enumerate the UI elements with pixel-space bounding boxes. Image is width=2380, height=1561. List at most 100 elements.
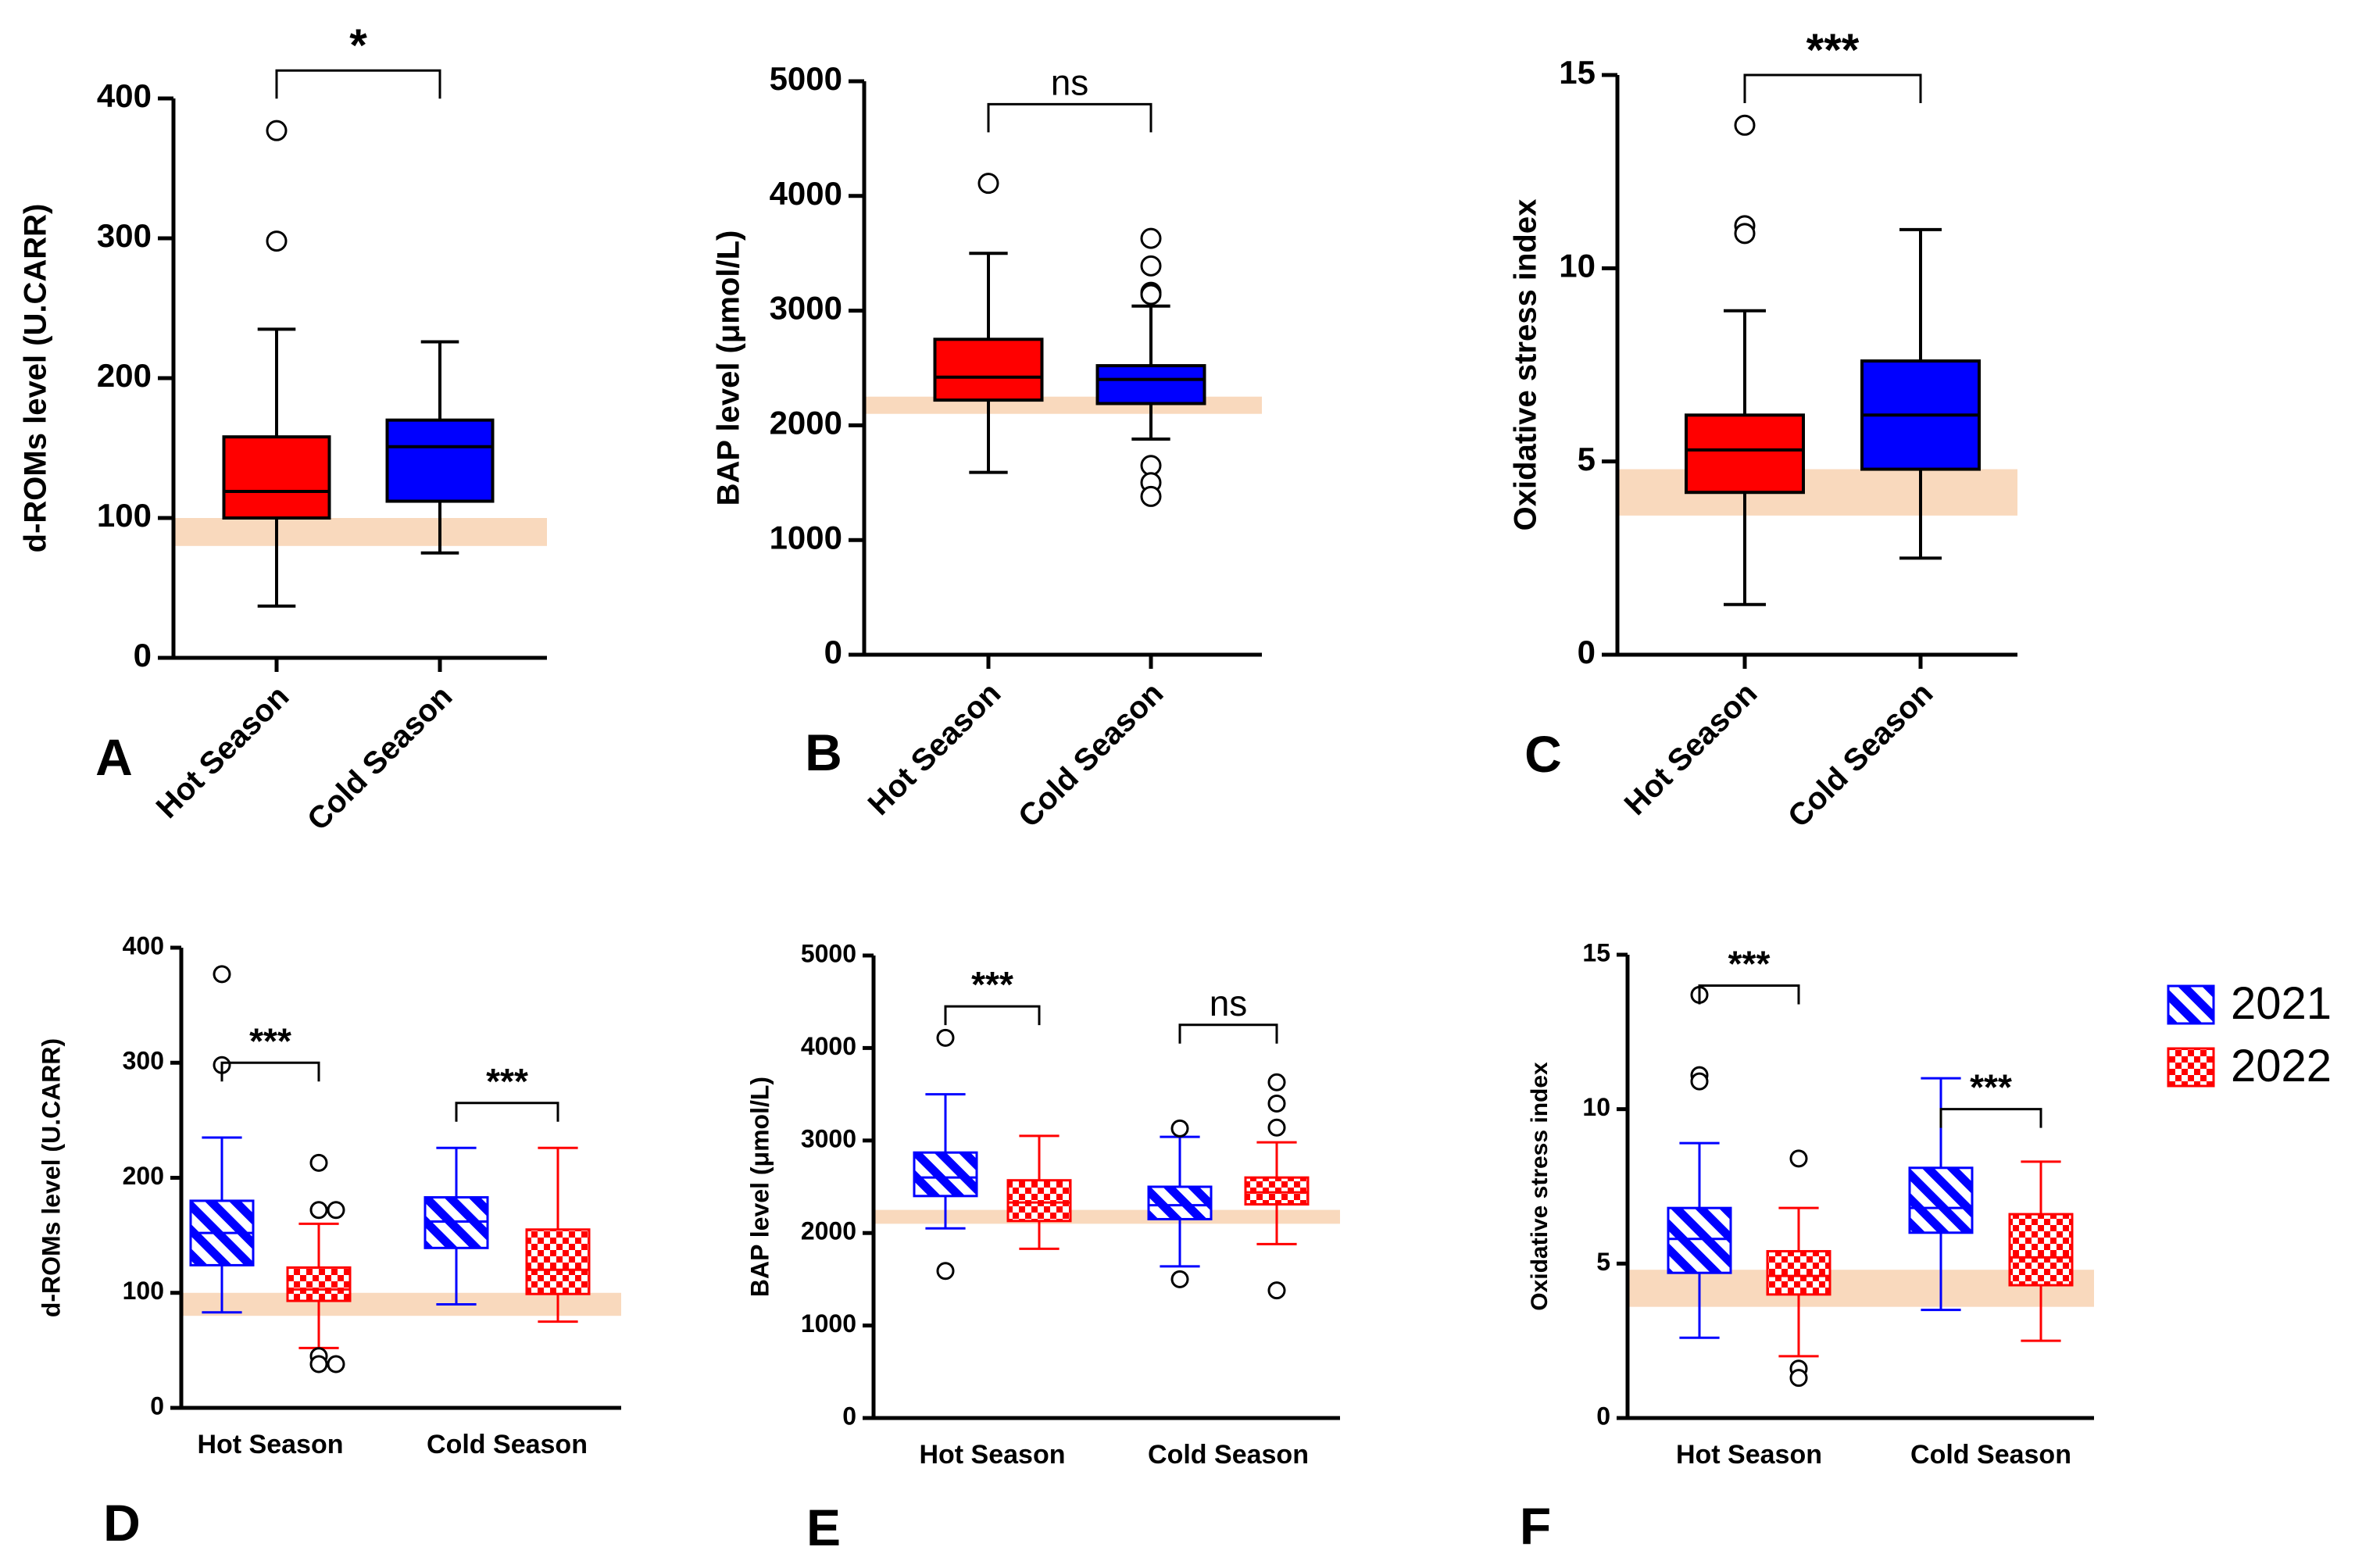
y-tick-label: 0 — [1596, 1402, 1610, 1430]
x-category-label: Cold Season — [427, 1430, 588, 1459]
y-tick-label: 0 — [842, 1402, 856, 1430]
box-2021-hot-season — [913, 1028, 978, 1281]
y-tick-label: 2000 — [770, 404, 842, 441]
panel-letter: F — [1520, 1497, 1551, 1555]
box-iqr — [1685, 413, 1805, 495]
box-iqr — [525, 1228, 591, 1295]
y-tick-label: 400 — [97, 77, 152, 114]
box-2022-cold-season — [525, 1146, 591, 1323]
significance-bracket — [455, 1102, 559, 1122]
box-hot-season — [222, 120, 331, 608]
panel-F: 0 5 10 15 Oxidative stress index Hot Season Co… — [1520, 938, 2094, 1555]
outlier-point — [327, 1355, 345, 1373]
reference-band — [1619, 469, 2017, 516]
panel-D: 0 100 200 300 400 d-ROMs level (U.CARR) Hot Se… — [37, 931, 621, 1552]
outlier-point — [1140, 227, 1162, 249]
significance-label: *** — [249, 1020, 291, 1061]
panel-letter: B — [805, 723, 842, 781]
outlier-point — [1170, 1119, 1189, 1138]
box-cold-season — [1860, 227, 1981, 560]
y-tick-label: 100 — [123, 1277, 164, 1305]
box-2021-cold-season — [1908, 1077, 1974, 1312]
outlier-point — [266, 230, 288, 252]
box-hot-season — [1685, 114, 1805, 606]
y-tick-label: 5000 — [770, 60, 842, 97]
outlier-point — [1789, 1149, 1808, 1168]
y-tick-label: 5000 — [801, 939, 856, 967]
y-axis-label: BAP level (μmol/L) — [712, 230, 746, 506]
box-2021-cold-season — [423, 1146, 489, 1306]
box-iqr — [222, 435, 331, 520]
y-tick-label: 4000 — [801, 1032, 856, 1060]
panel-A: 0 100 200 300 400 d-ROMs level (U.CARR) Hot Se… — [19, 20, 547, 838]
y-tick-label: 0 — [824, 634, 842, 670]
significance-label: * — [349, 20, 367, 71]
y-tick-label: 200 — [97, 357, 152, 394]
significance-label: *** — [1970, 1067, 2012, 1108]
x-category-label: Hot Season — [197, 1430, 343, 1459]
y-tick-label: 100 — [97, 497, 152, 534]
box-cold-season — [1095, 227, 1206, 507]
box-2022-hot-season — [1006, 1134, 1072, 1250]
outlier-point — [977, 173, 999, 195]
outlier-point — [327, 1201, 345, 1220]
outlier-point — [309, 1201, 328, 1220]
y-tick-label: 0 — [1578, 634, 1596, 670]
x-category-label: Hot Season — [1676, 1440, 1822, 1470]
outlier-point — [1140, 455, 1162, 477]
y-axis-label: Oxidative stress index — [1509, 199, 1543, 531]
x-category-label: Hot Season — [150, 679, 296, 825]
outlier-point — [1267, 1281, 1286, 1300]
box-2021-cold-season — [1147, 1119, 1213, 1288]
box-iqr — [913, 1151, 978, 1198]
box-iqr — [1095, 364, 1206, 405]
significance-bracket — [220, 1061, 320, 1082]
box-iqr — [933, 338, 1044, 402]
box-iqr — [2008, 1213, 2074, 1287]
x-category-label: Cold Season — [1148, 1440, 1309, 1470]
y-tick-label: 10 — [1559, 247, 1596, 284]
y-tick-label: 15 — [1559, 54, 1596, 91]
significance-label: ns — [1210, 983, 1248, 1023]
outlier-point — [1170, 1270, 1189, 1288]
box-iqr — [1244, 1176, 1310, 1206]
outlier-point — [266, 120, 288, 141]
box-2022-hot-season — [286, 1153, 352, 1373]
panel-letter: A — [95, 728, 133, 786]
box-iqr — [286, 1266, 352, 1302]
y-tick-label: 5 — [1578, 441, 1596, 477]
y-tick-label: 10 — [1582, 1093, 1610, 1121]
outlier-point — [936, 1262, 955, 1281]
x-category-label: Hot Season — [1618, 676, 1764, 822]
significance-bracket — [1698, 984, 1800, 1005]
y-tick-label: 2000 — [801, 1217, 856, 1245]
outlier-point — [1690, 1072, 1709, 1091]
panel-C: 0 5 10 15 Oxidative stress index Hot Season Co… — [1509, 25, 2017, 834]
outlier-point — [1734, 114, 1756, 136]
box-iqr — [385, 418, 495, 503]
box-iqr — [1908, 1166, 1974, 1234]
legend-swatch-2021 — [2167, 984, 2215, 1025]
significance-label: *** — [486, 1061, 528, 1102]
x-category-label: Hot Season — [919, 1440, 1065, 1470]
outlier-point — [1140, 284, 1162, 305]
reference-band — [175, 518, 547, 546]
box-2022-cold-season — [1244, 1073, 1310, 1300]
outlier-point — [1734, 223, 1756, 245]
x-category-label: Cold Season — [1012, 676, 1170, 834]
y-tick-label: 3000 — [801, 1124, 856, 1152]
outlier-point — [1267, 1118, 1286, 1137]
significance-bracket — [1743, 73, 1922, 103]
y-tick-label: 400 — [123, 931, 164, 959]
y-tick-label: 3000 — [770, 290, 842, 327]
panel-E: 0 1000 2000 3000 4000 5000 BAP level (μmol/L) H… — [745, 939, 1340, 1556]
panel-letter: D — [103, 1494, 141, 1552]
y-axis-label: Oxidative stress index — [1527, 1062, 1553, 1311]
y-tick-label: 300 — [123, 1047, 164, 1075]
significance-bracket — [275, 69, 441, 99]
legend-swatch-2022 — [2167, 1047, 2215, 1088]
significance-bracket — [1939, 1108, 2042, 1128]
significance-label: *** — [1728, 944, 1771, 984]
y-axis-label: BAP level (μmol/L) — [745, 1077, 774, 1297]
